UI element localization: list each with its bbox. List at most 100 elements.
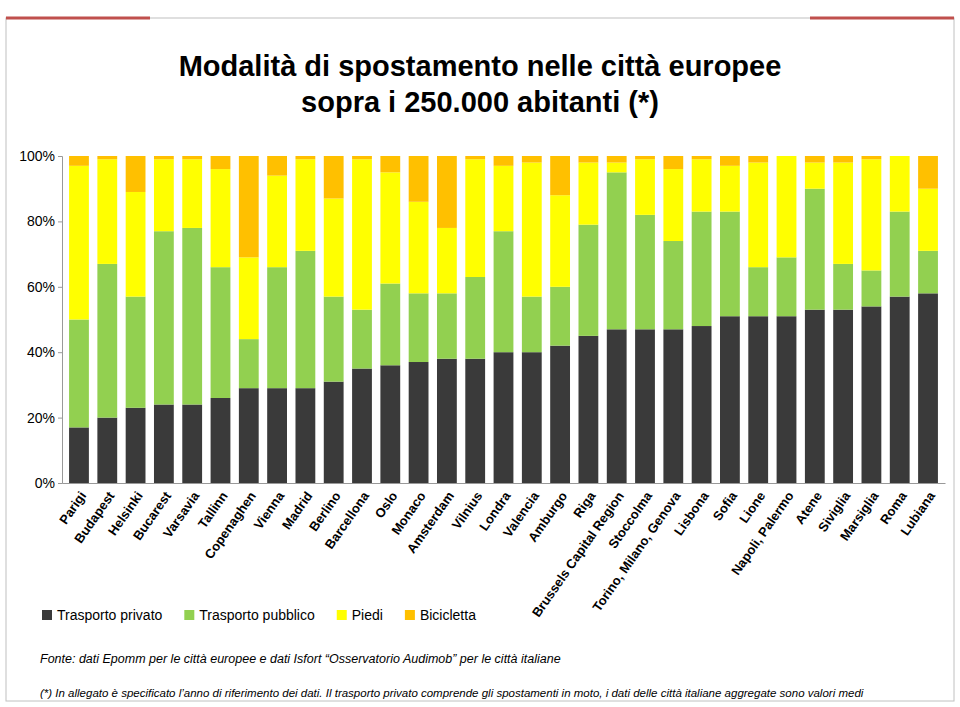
- bar: [522, 297, 542, 353]
- bar: [126, 408, 146, 483]
- bar: [720, 156, 740, 166]
- bar: [182, 228, 202, 405]
- y-axis: 0% 20% 40% 60% 80% 100%: [19, 148, 62, 491]
- bar: [777, 257, 797, 316]
- bar: [182, 405, 202, 483]
- tick: 100%: [19, 148, 62, 164]
- bar: [211, 398, 231, 483]
- bar: [663, 329, 683, 483]
- bar: [918, 189, 938, 251]
- tick-label: Torino, Milano, Genova: [589, 488, 684, 614]
- bar: [154, 231, 174, 404]
- legend-swatch: [184, 610, 194, 620]
- bar: [890, 156, 910, 212]
- bar: [748, 267, 768, 316]
- bar: [635, 215, 655, 329]
- bar: [720, 316, 740, 483]
- bar: [550, 346, 570, 483]
- bar: [97, 156, 117, 159]
- bar: [380, 172, 400, 283]
- tick: Marsiglia: [837, 483, 882, 543]
- tick-label: Barcellona: [322, 488, 373, 552]
- bar: [607, 329, 627, 483]
- legend-label: Piedi: [352, 607, 383, 623]
- bar: [465, 156, 485, 159]
- bar: [239, 339, 259, 388]
- bar: [578, 225, 598, 336]
- series: [69, 156, 938, 339]
- bar: [211, 169, 231, 267]
- bar: [352, 369, 372, 483]
- tick-label: Amburgo: [525, 489, 570, 545]
- tick-label: 80%: [27, 213, 55, 229]
- tick-label: Varsavia: [160, 488, 203, 540]
- bar: [380, 284, 400, 366]
- tick-label: Lisbona: [671, 488, 712, 538]
- tick: Torino, Milano, Genova: [589, 483, 684, 614]
- tick-mark: [58, 352, 62, 353]
- tick: Varsavia: [160, 483, 203, 541]
- bar: [239, 388, 259, 483]
- tick-label: 60%: [27, 279, 55, 295]
- legend-label: Bicicletta: [420, 607, 476, 623]
- tick: Amsterdam: [404, 483, 457, 556]
- bar: [578, 163, 598, 225]
- bar: [239, 257, 259, 339]
- tick: Lubiana: [897, 483, 938, 538]
- bar: [522, 156, 542, 163]
- bar: [295, 388, 315, 483]
- tick: Napoli, Palermo: [728, 483, 797, 578]
- bar: [833, 264, 853, 310]
- bar: [409, 202, 429, 294]
- bars: [69, 156, 938, 483]
- tick-mark: [58, 221, 62, 222]
- bar: [494, 352, 514, 483]
- annotation: Fonte: dati Epomm per le città europee e…: [40, 652, 561, 666]
- bar: [97, 418, 117, 483]
- bar: [578, 336, 598, 483]
- bar: [267, 176, 287, 268]
- tick: 60%: [27, 279, 62, 295]
- bar: [182, 156, 202, 159]
- tick-mark: [58, 483, 62, 484]
- bar: [324, 156, 344, 199]
- bar: [465, 159, 485, 277]
- bar: [69, 166, 89, 320]
- bar: [805, 163, 825, 189]
- bar: [494, 166, 514, 231]
- bar: [437, 156, 457, 228]
- bar: [862, 159, 882, 270]
- bar: [295, 159, 315, 251]
- bar: [805, 156, 825, 163]
- bar: [890, 212, 910, 297]
- bar: [777, 156, 797, 257]
- frame: [6, 18, 954, 701]
- bar: [748, 163, 768, 268]
- bar: [267, 156, 287, 176]
- tick: Budapest: [71, 483, 118, 546]
- bar: [154, 156, 174, 159]
- tick-label: 20%: [27, 410, 55, 426]
- tick-label: Lubiana: [897, 488, 938, 538]
- bar: [692, 326, 712, 483]
- title-line: Modalità di spostamento nelle città euro…: [179, 50, 782, 82]
- bar: [805, 310, 825, 483]
- bar: [862, 270, 882, 306]
- tick: 0%: [35, 475, 62, 491]
- bar: [69, 427, 89, 483]
- tick: Riga: [570, 483, 599, 520]
- bar: [578, 156, 598, 163]
- bar: [126, 192, 146, 297]
- bar: [437, 293, 457, 358]
- bar: [154, 159, 174, 231]
- frame-accent: [6, 17, 150, 20]
- tick-label: Copenaghen: [202, 489, 259, 562]
- tick: 40%: [27, 344, 62, 360]
- tick-label: Napoli, Palermo: [728, 489, 797, 578]
- frame-accent: [810, 17, 954, 20]
- bar: [833, 163, 853, 264]
- tick-label: Marsiglia: [837, 488, 882, 543]
- axis-line: [63, 483, 946, 484]
- tick: Lisbona: [671, 483, 712, 538]
- bar: [918, 293, 938, 483]
